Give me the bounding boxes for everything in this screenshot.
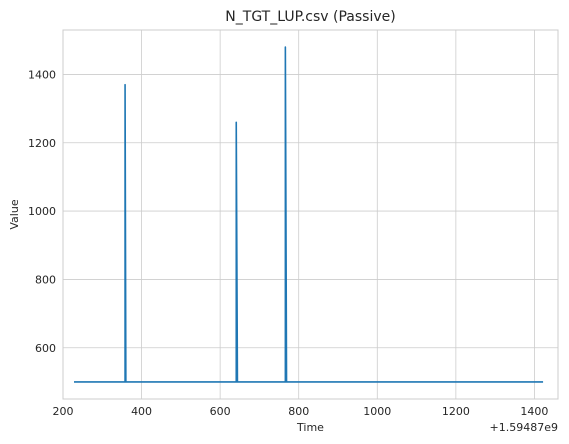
x-tick-label: 1200 (442, 405, 470, 418)
series-line (74, 46, 544, 383)
chart-title: N_TGT_LUP.csv (Passive) (225, 9, 395, 25)
x-tick-label: 200 (53, 405, 74, 418)
plot-frame (62, 29, 559, 400)
y-axis-label: Value (8, 199, 21, 229)
x-tick-label: 400 (131, 405, 152, 418)
series-layer (74, 46, 544, 383)
grid (62, 30, 558, 399)
x-tick-label: 1400 (520, 405, 548, 418)
x-tick-label: 600 (210, 405, 231, 418)
y-tick-label: 1400 (28, 68, 56, 81)
x-ticks: 200 400 600 800 1000 1200 1400 (53, 405, 549, 418)
y-tick-label: 1200 (28, 137, 56, 150)
x-tick-label: 1000 (363, 405, 391, 418)
x-axis-label: Time (296, 421, 324, 434)
x-tick-label: 800 (288, 405, 309, 418)
y-tick-label: 1000 (28, 205, 56, 218)
x-offset-label: +1.59487e9 (490, 421, 558, 434)
y-tick-label: 600 (35, 342, 56, 355)
y-ticks: 600 800 1000 1200 1400 (28, 68, 56, 354)
y-tick-label: 800 (35, 273, 56, 286)
